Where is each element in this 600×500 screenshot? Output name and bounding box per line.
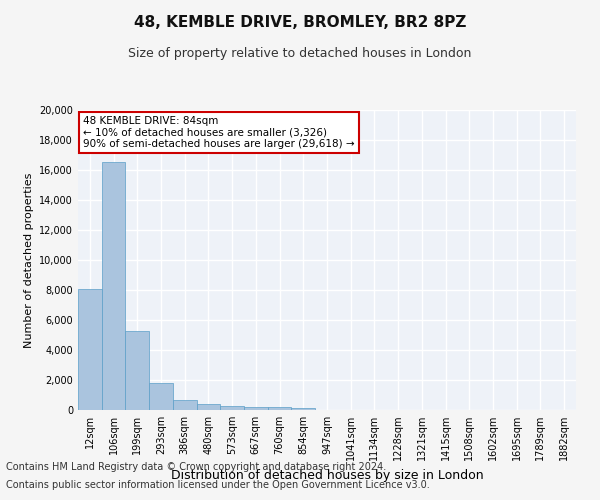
Bar — [125, 330, 149, 410]
Text: Contains HM Land Registry data © Crown copyright and database right 2024.: Contains HM Land Registry data © Crown c… — [6, 462, 386, 472]
Bar — [197, 404, 220, 410]
X-axis label: Distribution of detached houses by size in London: Distribution of detached houses by size … — [170, 468, 484, 481]
Bar — [78, 288, 102, 410]
Bar — [173, 400, 197, 410]
Bar — [102, 162, 125, 410]
Bar — [149, 383, 173, 410]
Bar — [244, 406, 268, 410]
Bar — [292, 408, 315, 410]
Text: 48 KEMBLE DRIVE: 84sqm
← 10% of detached houses are smaller (3,326)
90% of semi-: 48 KEMBLE DRIVE: 84sqm ← 10% of detached… — [83, 116, 355, 149]
Bar — [268, 408, 292, 410]
Y-axis label: Number of detached properties: Number of detached properties — [24, 172, 34, 348]
Bar — [220, 406, 244, 410]
Text: Contains public sector information licensed under the Open Government Licence v3: Contains public sector information licen… — [6, 480, 430, 490]
Text: 48, KEMBLE DRIVE, BROMLEY, BR2 8PZ: 48, KEMBLE DRIVE, BROMLEY, BR2 8PZ — [134, 15, 466, 30]
Text: Size of property relative to detached houses in London: Size of property relative to detached ho… — [128, 48, 472, 60]
